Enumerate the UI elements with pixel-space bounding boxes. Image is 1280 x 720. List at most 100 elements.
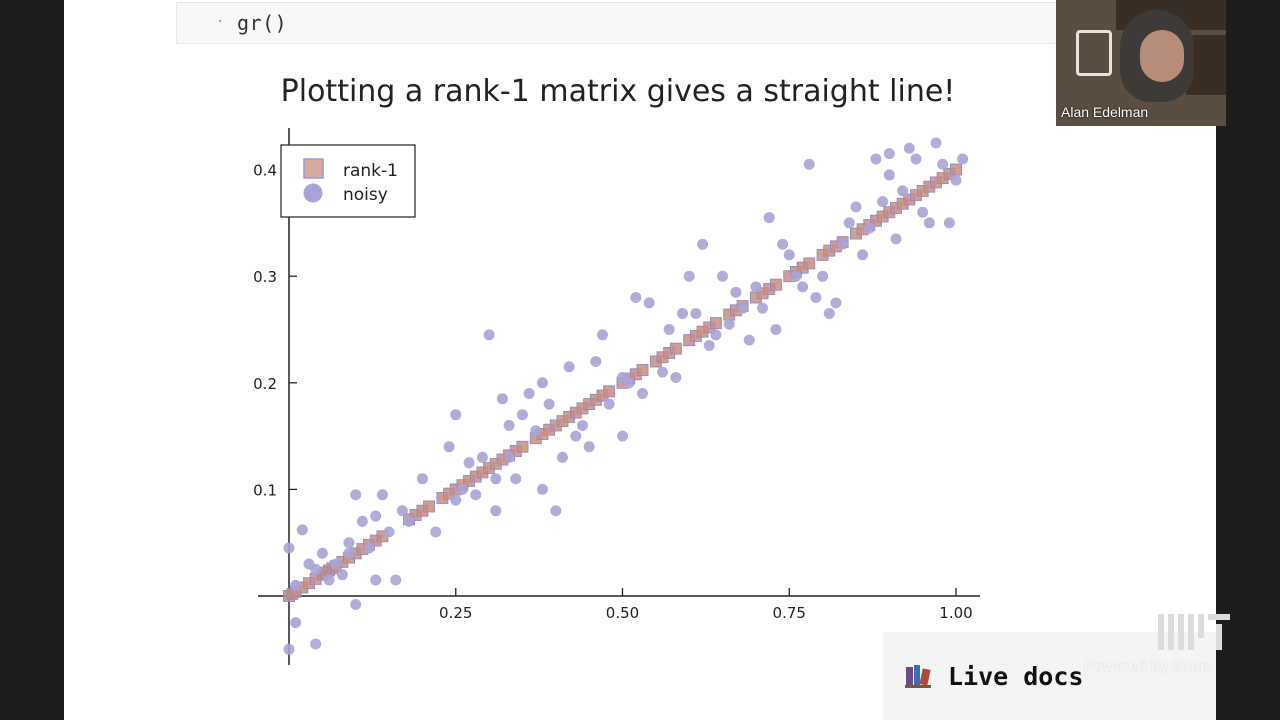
code-cell-input[interactable]: gr() xyxy=(237,11,288,35)
noisy-point xyxy=(783,249,795,261)
rank-1-point xyxy=(669,342,682,355)
video-background-chair xyxy=(1076,30,1112,76)
noisy-point xyxy=(310,638,322,650)
noisy-point xyxy=(890,233,902,245)
noisy-point xyxy=(350,489,362,501)
noisy-point xyxy=(603,398,615,410)
noisy-point xyxy=(350,599,362,611)
noisy-point xyxy=(456,483,468,495)
legend-box xyxy=(280,144,416,218)
rank-1-point xyxy=(769,278,782,291)
noisy-point xyxy=(683,270,695,282)
noisy-point xyxy=(623,377,635,389)
noisy-point xyxy=(790,270,802,282)
rank-1-point xyxy=(803,257,816,270)
noisy-point xyxy=(503,451,515,463)
noisy-point xyxy=(483,329,495,341)
noisy-point xyxy=(663,324,675,335)
noisy-point xyxy=(770,324,782,335)
noisy-point xyxy=(930,137,942,149)
legend-label-noisy: noisy xyxy=(343,185,388,205)
legend-marker-noisy xyxy=(303,183,323,203)
noisy-point xyxy=(363,542,375,554)
rank-1-point xyxy=(516,440,529,453)
noisy-point xyxy=(396,505,408,517)
participant-video-tile[interactable]: Alan Edelman xyxy=(1056,0,1226,126)
noisy-point xyxy=(717,270,729,282)
noisy-point xyxy=(910,153,922,165)
noisy-point xyxy=(743,334,755,346)
noisy-point xyxy=(817,270,829,282)
noisy-point xyxy=(376,489,388,501)
noisy-point xyxy=(837,238,849,250)
noisy-point xyxy=(550,505,562,517)
noisy-point xyxy=(877,196,889,208)
noisy-point xyxy=(883,169,895,181)
noisy-point xyxy=(657,366,669,378)
noisy-point xyxy=(536,483,548,495)
noisy-point xyxy=(763,212,775,224)
noisy-point xyxy=(336,569,348,581)
noisy-point xyxy=(403,515,415,527)
noisy-point xyxy=(290,617,302,629)
noisy-point xyxy=(543,398,555,410)
noisy-point xyxy=(643,297,655,309)
noisy-point xyxy=(370,574,382,586)
rank-1-point xyxy=(636,364,649,376)
noisy-point xyxy=(810,292,822,304)
noisy-point xyxy=(343,537,355,549)
noisy-point xyxy=(510,473,522,485)
noisy-point xyxy=(430,526,442,538)
noisy-point xyxy=(343,547,355,559)
mit-logo xyxy=(1158,614,1230,650)
noisy-point xyxy=(523,387,535,399)
noisy-point xyxy=(830,297,842,309)
noisy-point xyxy=(897,185,909,197)
noisy-point xyxy=(850,201,862,213)
x-tick-label: 0.25 xyxy=(439,604,472,622)
noisy-point xyxy=(883,148,895,160)
noisy-point xyxy=(870,153,882,165)
noisy-point xyxy=(496,393,508,405)
noisy-point xyxy=(450,409,462,421)
y-tick-label: 0.2 xyxy=(253,375,277,393)
noisy-point xyxy=(797,281,809,293)
x-tick-label: 1.00 xyxy=(939,604,972,622)
noisy-point xyxy=(490,473,502,485)
noisy-point xyxy=(536,377,548,389)
noisy-point xyxy=(383,526,395,538)
noisy-point xyxy=(563,361,575,373)
noisy-point xyxy=(530,425,542,437)
books-icon xyxy=(905,665,931,688)
zoom-watermark: Powered by Zoom xyxy=(1084,658,1214,675)
noisy-point xyxy=(390,574,402,586)
noisy-point xyxy=(710,329,722,341)
noisy-point xyxy=(283,542,295,554)
noisy-point xyxy=(843,217,855,229)
chart-title: Plotting a rank-1 matrix gives a straigh… xyxy=(281,74,956,109)
participant-name: Alan Edelman xyxy=(1061,104,1149,120)
noisy-point xyxy=(617,430,628,442)
series-noisy xyxy=(283,137,969,655)
noisy-point xyxy=(283,643,295,655)
left-letterbox xyxy=(0,0,64,720)
noisy-point xyxy=(803,158,815,170)
right-letterbox xyxy=(1216,0,1280,720)
y-tick-label: 0.4 xyxy=(253,162,277,180)
noisy-point xyxy=(950,174,962,186)
cell-collapse-handle[interactable]: · xyxy=(216,14,225,30)
noisy-point xyxy=(703,339,715,351)
noisy-point xyxy=(443,441,455,453)
noisy-point xyxy=(476,451,488,463)
noisy-point xyxy=(677,308,689,320)
noisy-point xyxy=(750,281,762,293)
noisy-point xyxy=(737,302,749,314)
x-tick-label: 0.75 xyxy=(773,604,806,622)
live-docs-label[interactable]: Live docs xyxy=(948,662,1084,691)
noisy-point xyxy=(310,563,322,575)
noisy-point xyxy=(823,308,835,320)
noisy-point xyxy=(630,292,642,304)
noisy-point xyxy=(857,249,869,261)
noisy-point xyxy=(576,419,588,431)
